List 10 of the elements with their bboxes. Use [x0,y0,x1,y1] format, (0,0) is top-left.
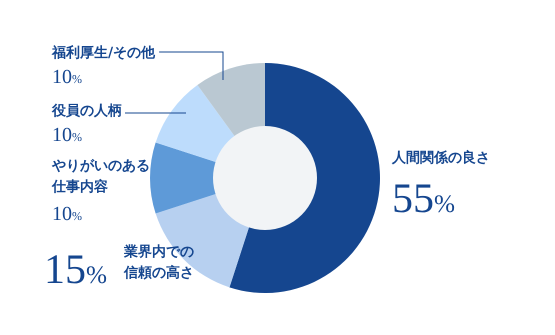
data-label: 10% [52,66,82,88]
data-label: 15% [44,247,107,293]
slice-label: やりがいのある仕事内容 [51,158,150,195]
slice-label: 役員の人柄 [51,103,122,119]
slice-label: 福利厚生/その他 [51,44,156,61]
data-label: 55% [392,176,455,222]
data-label: 10% [52,203,82,225]
slice-label: 業界内での信頼の高さ [123,244,194,281]
data-label: 10% [52,124,82,146]
slice-label: 人間関係の良さ [391,149,490,166]
